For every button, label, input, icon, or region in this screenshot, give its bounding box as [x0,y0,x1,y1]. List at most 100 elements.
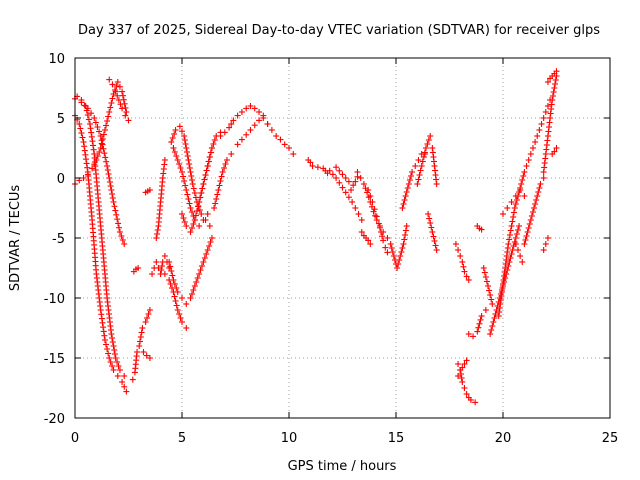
data-point [480,265,487,271]
data-point [402,232,409,238]
data-point [510,209,517,216]
data-point [183,325,190,331]
data-point [103,158,110,165]
data-point [109,335,116,341]
data-point [534,133,541,139]
data-point [111,347,118,353]
data-point [505,241,512,247]
data-point [387,241,394,247]
data-point [342,189,349,196]
data-point [184,191,191,198]
data-point [180,215,187,221]
data-point [186,200,193,207]
data-point [108,100,115,106]
data-point [197,267,204,273]
data-point [402,193,409,199]
data-point [508,199,515,205]
data-point [205,158,212,165]
data-point [461,361,468,367]
data-point [540,115,547,121]
data-point [489,323,496,329]
data-point [125,117,132,124]
data-point [491,315,498,321]
data-point [96,149,103,155]
data-point [204,211,211,217]
data-point [529,209,536,215]
data-point [144,315,151,321]
data-point [396,257,403,263]
data-point [457,253,464,259]
data-point [114,373,121,379]
data-point [111,351,118,357]
data-point [91,161,98,168]
x-axis-label: GPS time / hours [288,459,397,474]
data-point [176,161,183,167]
data-point [105,350,112,357]
data-point [238,136,245,143]
data-point [475,324,482,331]
data-point [111,203,118,210]
data-point [367,241,374,247]
data-point [407,173,414,179]
data-point [87,125,94,132]
data-point [367,193,374,199]
data-point [140,349,147,355]
data-point [492,311,499,317]
data-point [552,81,559,87]
data-point [191,283,198,289]
data-point [119,105,126,112]
data-point [108,187,115,193]
data-point [461,385,468,391]
data-point [433,247,440,253]
data-point [520,173,527,179]
data-point [427,220,434,226]
data-point [215,187,222,193]
data-point [527,151,534,157]
data-point [405,181,412,187]
data-point [373,213,380,220]
data-point [425,137,432,143]
data-point [477,316,484,323]
data-point [208,145,215,151]
data-point [121,383,128,390]
data-point [478,226,485,233]
data-point [109,191,116,197]
data-point [113,211,120,218]
data-point [415,157,422,163]
data-point [268,127,275,133]
data-point [186,165,193,171]
data-point [145,311,152,317]
data-point [226,124,233,131]
data-point [119,92,126,99]
data-point [307,159,314,166]
data-point [195,203,202,210]
data-point [104,118,111,124]
data-point [183,223,190,229]
data-point [183,149,190,155]
data-point [203,167,210,174]
data-point [116,367,123,373]
data-point [352,205,359,211]
data-point [169,135,176,141]
data-point [523,233,530,239]
data-point [78,130,85,136]
data-point [234,141,241,148]
data-point [214,191,221,198]
axis-ticks [74,57,611,419]
data-point [84,171,91,178]
data-point [171,281,178,287]
data-point [90,142,97,149]
data-point [217,133,224,139]
chart-title: Day 337 of 2025, Sidereal Day-to-day VTE… [78,23,600,38]
data-point [459,379,466,385]
data-point [538,121,545,127]
data-point [149,271,156,277]
data-point [159,263,166,269]
data-point [221,129,228,136]
data-point [431,238,438,244]
data-point [504,205,511,211]
data-point [182,182,189,189]
data-point [179,295,185,301]
data-point [191,190,198,196]
data-point [187,205,194,211]
